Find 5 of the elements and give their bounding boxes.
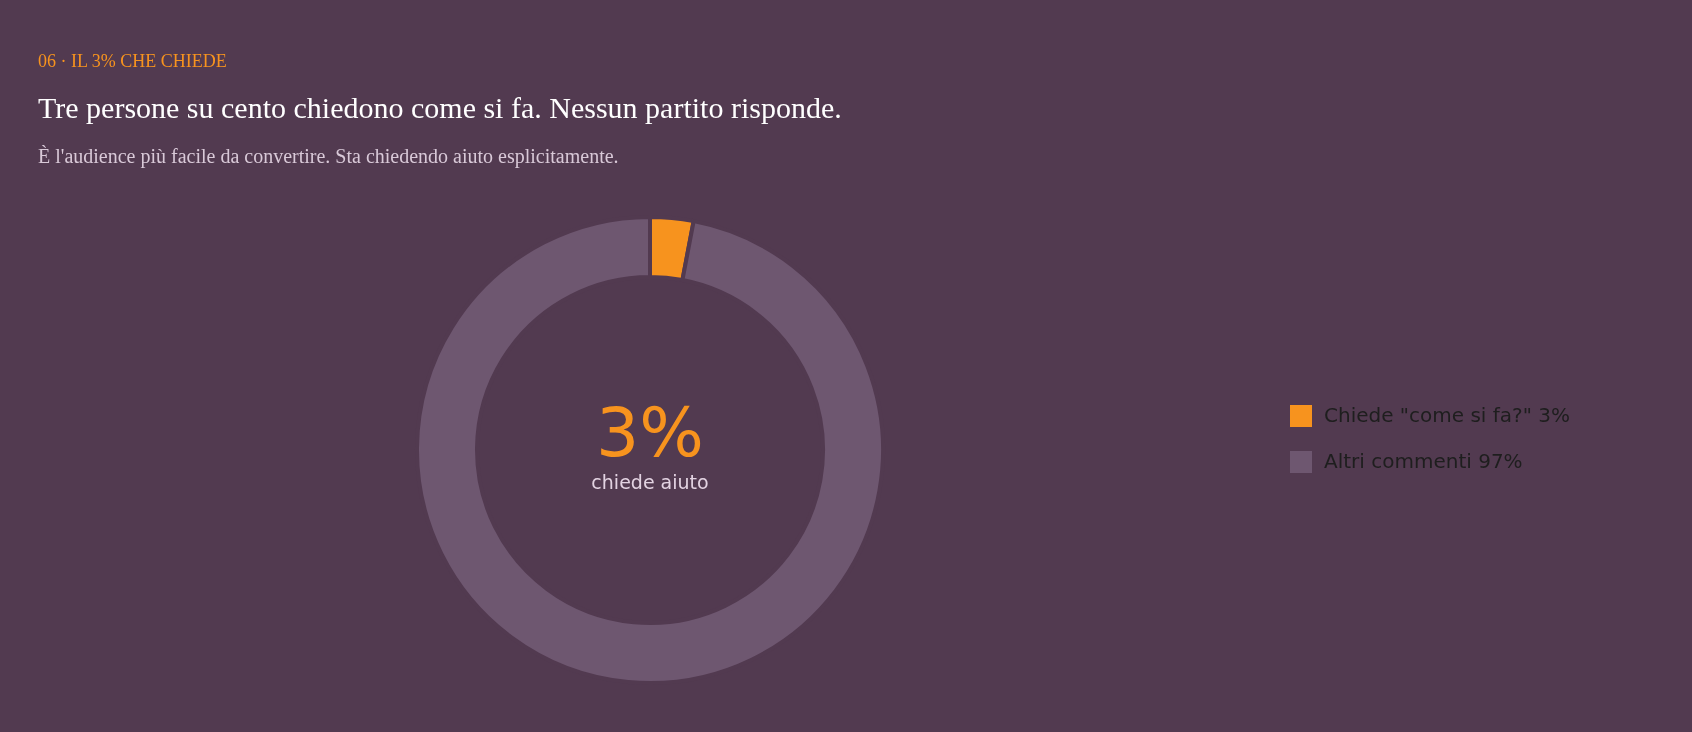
text: 06 · IL 3% CHE CHIEDE [38, 51, 227, 71]
data-label: 3% [596, 393, 704, 472]
chart-title: Tre persone su cento chiedono come si fa. Nessun partito risponde. [38, 91, 842, 124]
text: chiede aiuto [591, 471, 709, 493]
chart-subtitle: È l'audience più facile da convertire. Sta chiedendo aiuto esplicitamente. [38, 145, 619, 168]
